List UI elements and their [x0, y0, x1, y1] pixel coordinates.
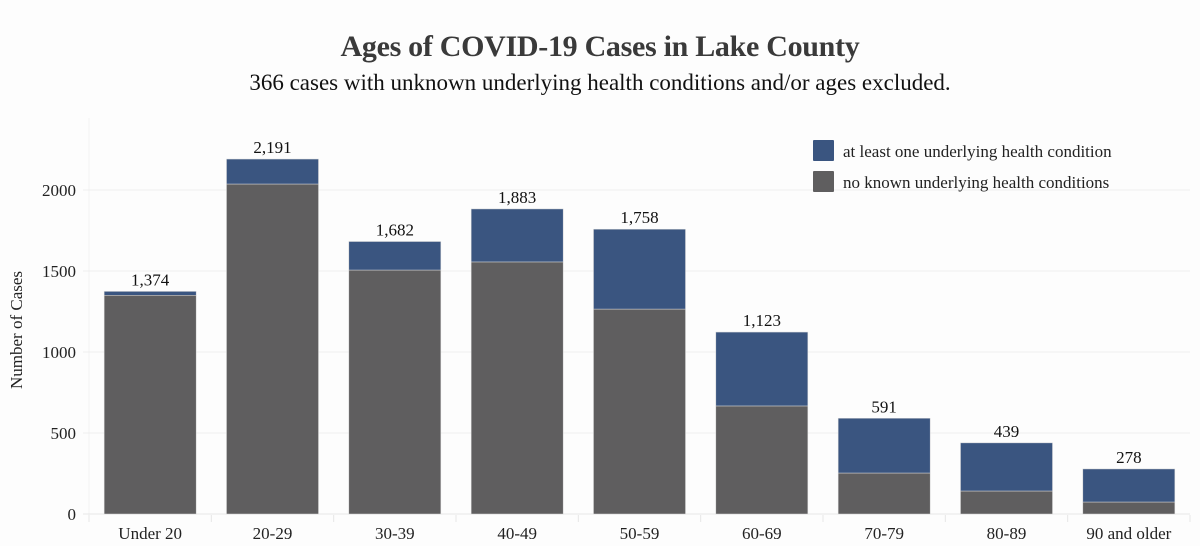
bar-total-label: 1,682 [376, 221, 414, 240]
bar-segment-no-known-condition [593, 308, 686, 515]
chart-title: Ages of COVID-19 Cases in Lake County [340, 30, 860, 63]
bar-segment-underlying-condition [960, 442, 1053, 492]
x-category-label: 40-49 [497, 524, 537, 543]
bar-segment-underlying-condition [1082, 468, 1176, 503]
y-axis-label: Number of Cases [7, 271, 26, 389]
y-axis-ticks: 0 500 1000 1500 2000 [42, 181, 76, 524]
x-axis-categories: Under 20 20-29 30-39 40-49 50-59 60-69 70-79 80… [118, 524, 1171, 543]
bar-group: 1,682 [348, 221, 442, 515]
bar-segment-no-known-condition [226, 183, 319, 515]
bar-segment-underlying-condition [348, 241, 442, 271]
bar-segment-no-known-condition [715, 405, 809, 515]
bar-total-label: 1,758 [620, 208, 658, 227]
y-tick-label: 500 [51, 424, 77, 443]
y-tick-label: 1000 [42, 343, 76, 362]
bar-total-label: 278 [1116, 448, 1142, 467]
bar-segment-underlying-condition [103, 291, 197, 296]
bar-segment-underlying-condition [593, 228, 686, 310]
legend: at least one underlying health condition… [813, 140, 1112, 192]
bar-total-label: 439 [994, 422, 1020, 441]
legend-label: no known underlying health conditions [843, 173, 1109, 192]
bar-segment-underlying-condition [226, 158, 319, 185]
bar-group: 2,191 [226, 138, 319, 515]
bar-group: 591 [837, 397, 931, 515]
y-tick-label: 1500 [42, 262, 76, 281]
y-tick-label: 2000 [42, 181, 76, 200]
x-category-label: 90 and older [1086, 524, 1171, 543]
x-category-label: 60-69 [742, 524, 782, 543]
bar-group: 278 [1082, 448, 1176, 515]
bars: 1,374 2,191 1,682 1,883 1,758 1,123 591 439 278 [103, 138, 1176, 515]
bar-total-label: 1,123 [743, 311, 781, 330]
x-category-label: 30-39 [375, 524, 415, 543]
bar-group: 1,374 [103, 270, 197, 515]
bar-total-label: 1,374 [131, 270, 170, 289]
chart-subtitle: 366 cases with unknown underlying health… [249, 70, 951, 95]
bar-group: 1,758 [593, 208, 686, 515]
y-tick-label: 0 [68, 505, 77, 524]
x-category-label: 70-79 [864, 524, 904, 543]
bar-segment-no-known-condition [470, 261, 564, 515]
x-category-label: 50-59 [620, 524, 660, 543]
x-category-label: 20-29 [253, 524, 293, 543]
bar-segment-underlying-condition [715, 331, 809, 407]
bar-group: 439 [960, 422, 1053, 515]
bar-total-label: 1,883 [498, 188, 536, 207]
legend-swatch [813, 171, 834, 192]
bar-segment-no-known-condition [103, 295, 197, 515]
bar-group: 1,123 [715, 311, 809, 515]
x-category-label: Under 20 [118, 524, 182, 543]
bar-segment-underlying-condition [837, 418, 931, 474]
legend-swatch [813, 140, 834, 161]
bar-segment-underlying-condition [470, 208, 564, 263]
bar-total-label: 2,191 [253, 138, 291, 157]
bar-total-label: 591 [871, 397, 897, 416]
bar-group: 1,883 [470, 188, 564, 515]
bar-segment-no-known-condition [348, 269, 442, 515]
legend-label: at least one underlying health condition [843, 142, 1112, 161]
bar-segment-no-known-condition [837, 472, 931, 515]
bar-segment-no-known-condition [960, 490, 1053, 515]
x-category-label: 80-89 [987, 524, 1027, 543]
bar-segment-no-known-condition [1082, 501, 1176, 515]
